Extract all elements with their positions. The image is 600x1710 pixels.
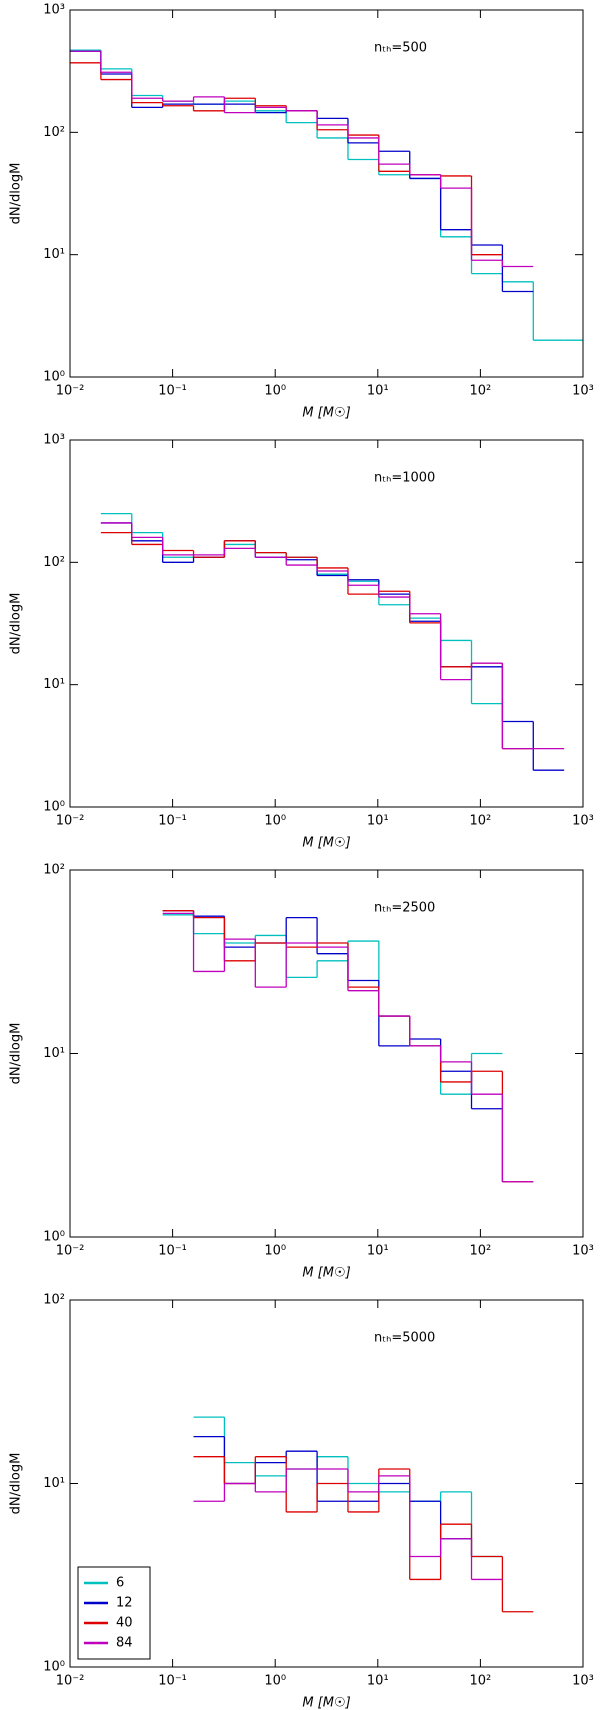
- x-tick-label: 10⁻²: [56, 384, 85, 399]
- plot-area: [70, 49, 583, 341]
- x-tick-label: 10²: [470, 814, 492, 829]
- x-axis-label: M [M☉]: [302, 1266, 350, 1281]
- x-axis-label: M [M☉]: [302, 836, 350, 851]
- plot-frame: [69, 439, 584, 808]
- x-tick-label: 10⁰: [264, 384, 286, 399]
- x-axis-label: M [M☉]: [302, 406, 350, 421]
- y-tick-label: 10³: [43, 3, 65, 18]
- y-tick-label: 10²: [43, 1293, 65, 1308]
- y-tick-label: 10¹: [43, 1476, 65, 1491]
- plot-frame: [69, 9, 584, 378]
- x-axis-label: M [M☉]: [302, 1696, 350, 1710]
- y-axis-label: dN/dlogM: [9, 163, 24, 225]
- y-tick-label: 10⁰: [43, 800, 65, 815]
- panel: 10⁻² 10⁻¹ 10⁰ 10¹ 10² 10³ 10⁰ 10¹ 10² 10³ nₜₕ=1000…: [9, 433, 594, 851]
- annotation: nₜₕ=2500: [374, 901, 435, 916]
- x-tick-label: 10²: [470, 1674, 492, 1689]
- panel: 10⁻² 10⁻¹ 10⁰ 10¹ 10² 10³ 10⁰ 10¹ 10² nₜₕ=2500 M […: [9, 863, 594, 1281]
- legend: 6 12 40 84: [77, 1566, 151, 1660]
- x-tick-label: 10¹: [367, 1244, 389, 1259]
- x-tick-label: 10⁻²: [56, 1674, 85, 1689]
- x-tick-label: 10¹: [367, 1674, 389, 1689]
- x-tick-label: 10³: [572, 1244, 594, 1259]
- y-axis-label: dN/dlogM: [9, 1453, 24, 1515]
- annotation: nₜₕ=1000: [374, 471, 435, 486]
- plot-area: [100, 513, 565, 771]
- legend-box: [77, 1566, 151, 1660]
- y-tick-label: 10²: [43, 863, 65, 878]
- panel: 10⁻² 10⁻¹ 10⁰ 10¹ 10² 10³ 10⁰ 10¹ 10² nₜₕ=5000 M […: [9, 1293, 594, 1710]
- y-tick-label: 10⁰: [43, 370, 65, 385]
- x-tick-label: 10⁻¹: [158, 384, 187, 399]
- x-tick-label: 10⁻¹: [158, 814, 187, 829]
- y-tick-label: 10²: [43, 555, 65, 570]
- x-tick-label: 10⁰: [264, 1674, 286, 1689]
- x-tick-label: 10³: [572, 384, 594, 399]
- x-tick-label: 10⁰: [264, 1244, 286, 1259]
- x-tick-label: 10¹: [367, 814, 389, 829]
- legend-label: 12: [116, 1596, 133, 1611]
- annotation: nₜₕ=500: [374, 41, 427, 56]
- x-tick-label: 10²: [470, 1244, 492, 1259]
- x-tick-label: 10²: [470, 384, 492, 399]
- y-tick-label: 10³: [43, 433, 65, 448]
- plot-area: [193, 1416, 534, 1613]
- y-tick-label: 10²: [43, 125, 65, 140]
- y-tick-label: 10¹: [43, 247, 65, 262]
- legend-label: 84: [116, 1636, 133, 1651]
- y-axis-label: dN/dlogM: [9, 593, 24, 655]
- panel: 10⁻² 10⁻¹ 10⁰ 10¹ 10² 10³ 10⁰ 10¹ 10² 10³ nₜₕ=500 M…: [9, 3, 594, 421]
- x-tick-label: 10⁰: [264, 814, 286, 829]
- y-tick-label: 10⁰: [43, 1230, 65, 1245]
- y-axis-label: dN/dlogM: [9, 1023, 24, 1085]
- annotation: nₜₕ=5000: [374, 1331, 435, 1346]
- legend-label: 6: [116, 1576, 124, 1591]
- x-tick-label: 10³: [572, 814, 594, 829]
- x-tick-label: 10¹: [367, 384, 389, 399]
- plot-area: [162, 910, 534, 1183]
- x-tick-label: 10⁻¹: [158, 1674, 187, 1689]
- x-tick-label: 10⁻¹: [158, 1244, 187, 1259]
- x-tick-label: 10⁻²: [56, 814, 85, 829]
- y-tick-label: 10¹: [43, 1046, 65, 1061]
- x-tick-label: 10³: [572, 1674, 594, 1689]
- y-tick-label: 10¹: [43, 677, 65, 692]
- x-tick-label: 10⁻²: [56, 1244, 85, 1259]
- legend-label: 40: [116, 1616, 133, 1631]
- y-tick-label: 10⁰: [43, 1660, 65, 1675]
